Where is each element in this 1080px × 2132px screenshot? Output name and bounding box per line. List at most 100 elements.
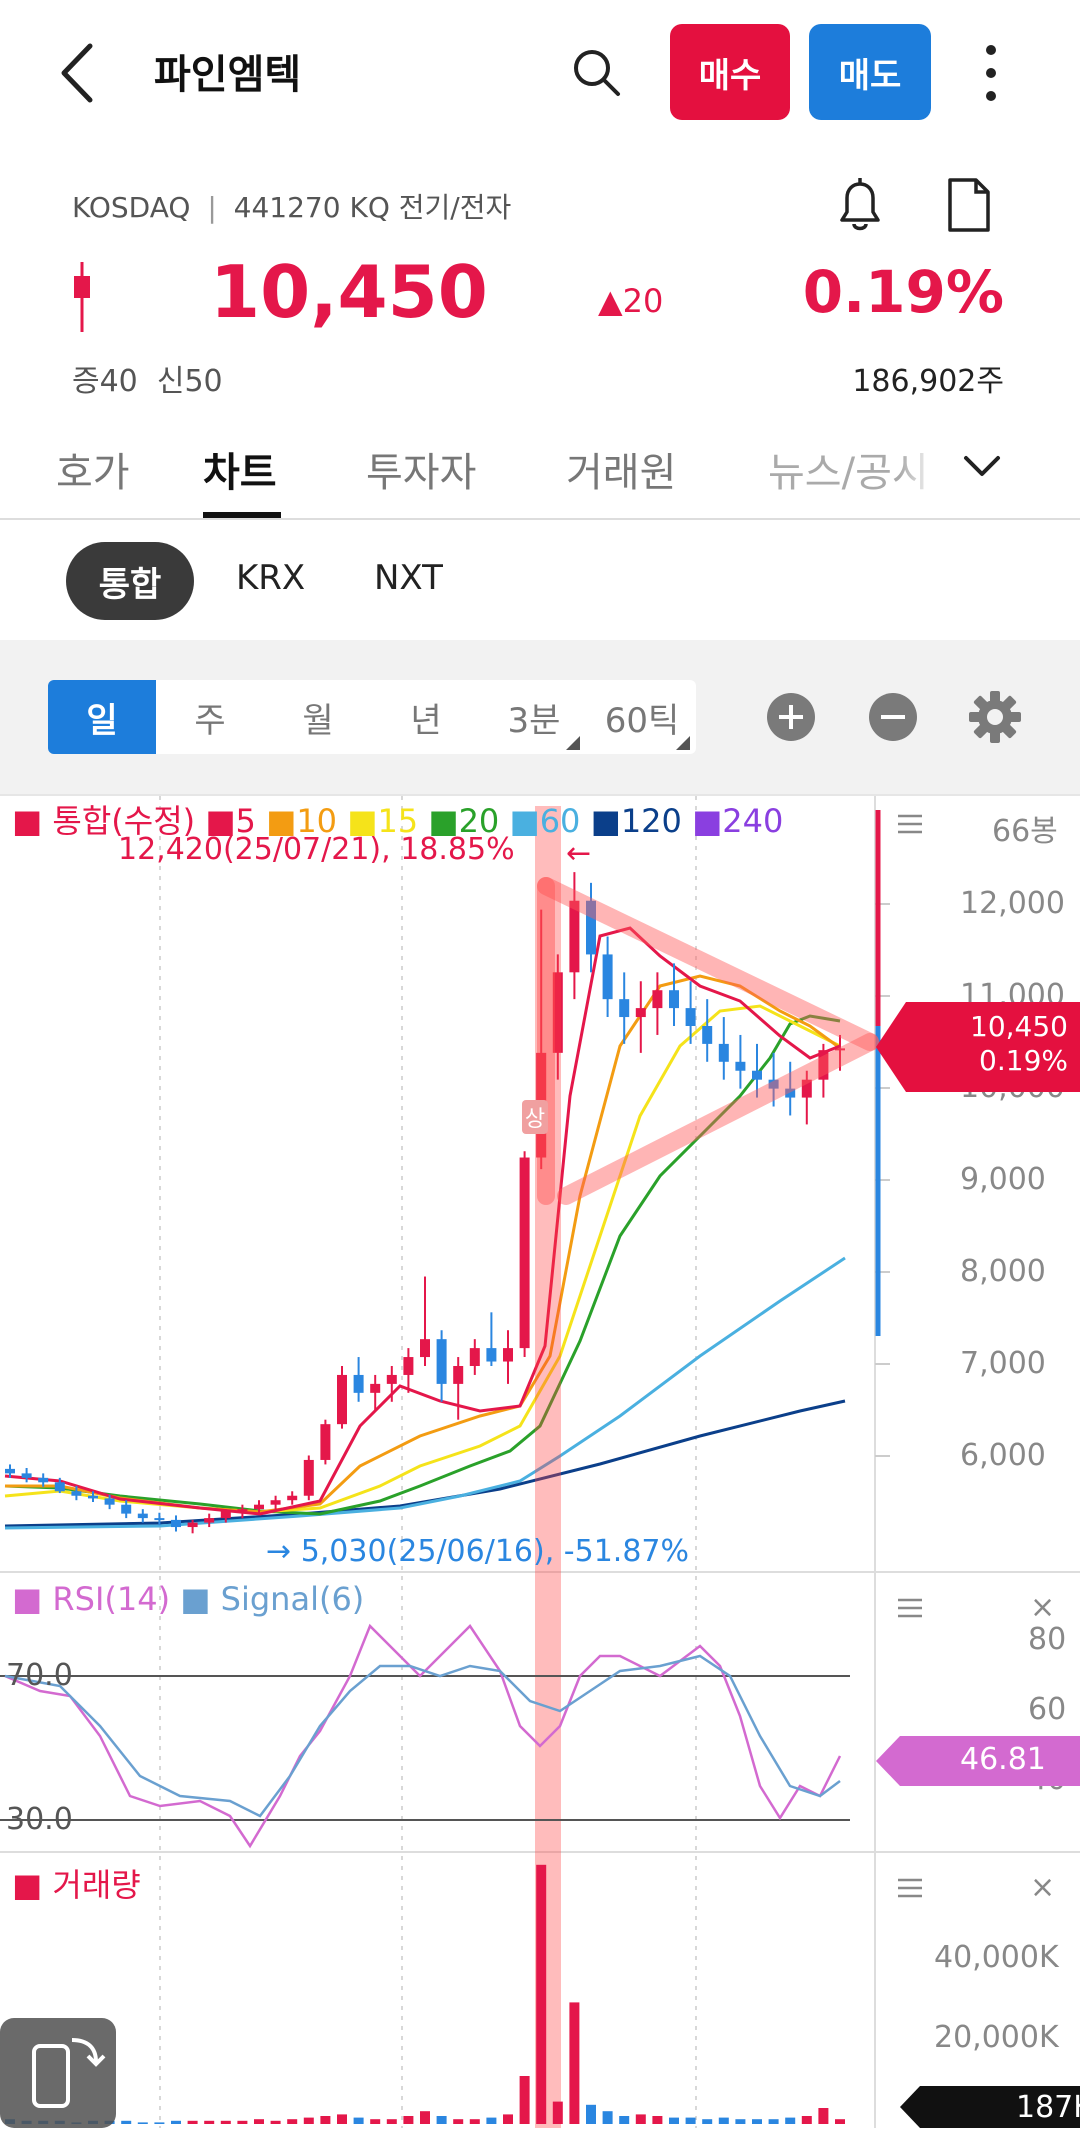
ma-legend-square-icon: ■ [205,802,236,840]
period-week[interactable]: 주 [194,700,226,741]
current-price-tag: 10,450 0.19% [900,1010,1068,1078]
candle-body [386,1374,397,1384]
candle-body [801,1079,812,1098]
change-value: 20 [622,282,664,320]
period-selector [48,680,696,754]
candle-body [254,1504,264,1510]
volume-current-tag: 187K [1016,2090,1080,2125]
volume-bar [171,2120,181,2124]
candle-body [453,1366,464,1384]
current-price-tag-shape [876,1002,1080,1092]
menu-icon[interactable] [896,812,924,836]
rotate-screen-icon [32,2038,106,2108]
volume-close-icon[interactable]: × [1030,1870,1056,1905]
candle-body [552,972,563,1053]
volume-bar [137,2122,148,2124]
mini-candle-icon [74,262,90,332]
volume-bar [469,2119,480,2124]
rsi-close-icon[interactable]: × [1030,1590,1056,1625]
top-bar: 파인엠텍 매수 매도 [0,0,1080,150]
high-annotation: 12,420(25/07/21), 18.85% [118,832,515,867]
period-year[interactable]: 년 [410,700,442,741]
candle-body [469,1348,480,1366]
more-options-icon[interactable] [976,40,1006,106]
ma-legend-square-icon: ■ [499,802,540,840]
candle-body [486,1348,497,1362]
memo-icon[interactable] [944,176,994,236]
tab-investor[interactable]: 투자자 [366,450,477,496]
period-3min[interactable]: 3분 [507,700,561,741]
signal-line [4,1654,841,1818]
candle-body [237,1509,248,1512]
chevron-down-icon[interactable] [962,452,1002,480]
ma-legend-label: 10 [296,802,338,840]
signal-square-icon: ■ [180,1580,211,1618]
rsi-panel [0,1623,850,1849]
filter-integrated[interactable]: 통합 [66,542,194,620]
volume-menu-icon[interactable] [896,1876,924,1900]
gear-icon[interactable] [968,690,1022,744]
y-tick: 6,000 [960,1438,1046,1473]
volume-bar [619,2116,630,2124]
volume-info: 186,902주 [852,364,1004,399]
volume-bar [436,2116,447,2124]
candle-body [818,1050,829,1080]
vertical-gridlines [159,796,697,2128]
ma-legend-square-icon: ■ [681,802,723,840]
candle-body [5,1468,15,1474]
candle-body [121,1504,132,1514]
zoom-in-icon[interactable] [766,692,816,742]
low-arrow-icon: → [266,1534,292,1569]
sell-button[interactable]: 매도 [809,24,931,120]
filter-krx[interactable]: KRX [236,558,306,598]
tab-broker[interactable]: 거래원 [566,450,677,496]
ma-legend-square-icon: ■ [418,802,459,840]
chart-top-border [0,794,1080,796]
candle-body [569,900,580,973]
bell-icon[interactable] [832,176,888,236]
candle-body [38,1477,49,1483]
candle-body [752,1070,762,1080]
volume-bar [586,2104,596,2124]
volume-bar [154,2122,165,2124]
period-month[interactable]: 월 [302,700,334,741]
volume-tag-shape [900,2086,1080,2128]
chart-canvas[interactable] [0,796,1080,2128]
candle-body [220,1510,231,1519]
rsi-menu-icon[interactable] [896,1596,924,1620]
buy-button[interactable]: 매수 [670,24,790,120]
volume-bar [503,2114,513,2124]
ma-legend-label: 5 [235,802,256,840]
candle-body [420,1339,430,1358]
volume-bar [669,2117,679,2124]
candle-body [768,1079,779,1089]
volume-bar [801,2116,812,2124]
search-icon[interactable] [570,46,624,100]
rsi-level-high-label: 70.0 [6,1658,73,1693]
candle-body [635,1008,646,1018]
volume-bar [519,2076,530,2124]
candle-body [287,1495,298,1501]
period-60tick[interactable]: 60틱 [604,700,680,741]
candle-body [303,1459,314,1496]
volume-bar [835,2119,845,2124]
volume-bar [353,2117,364,2124]
moving-average-lines [4,926,846,1530]
tab-orderbook[interactable]: 호가 [56,450,130,496]
period-day[interactable]: 일 [48,680,156,754]
volume-bar [287,2119,298,2124]
y-tick: 9,000 [960,1162,1046,1197]
filter-nxt[interactable]: NXT [374,558,443,598]
candle-body [171,1519,181,1528]
candle-body [21,1473,32,1478]
back-arrow-icon[interactable] [52,40,102,106]
tab-chart[interactable]: 차트 [203,450,277,496]
zoom-out-icon[interactable] [868,692,918,742]
market-name: KOSDAQ [72,191,191,224]
candle-body [503,1348,513,1362]
y-tick: 12,000 [960,886,1065,921]
ma-legend-square-icon: ■ [337,802,378,840]
rotate-screen-button[interactable] [0,2018,116,2128]
volume-y-tick: 20,000K [934,2020,1059,2055]
candle-body [270,1500,281,1505]
